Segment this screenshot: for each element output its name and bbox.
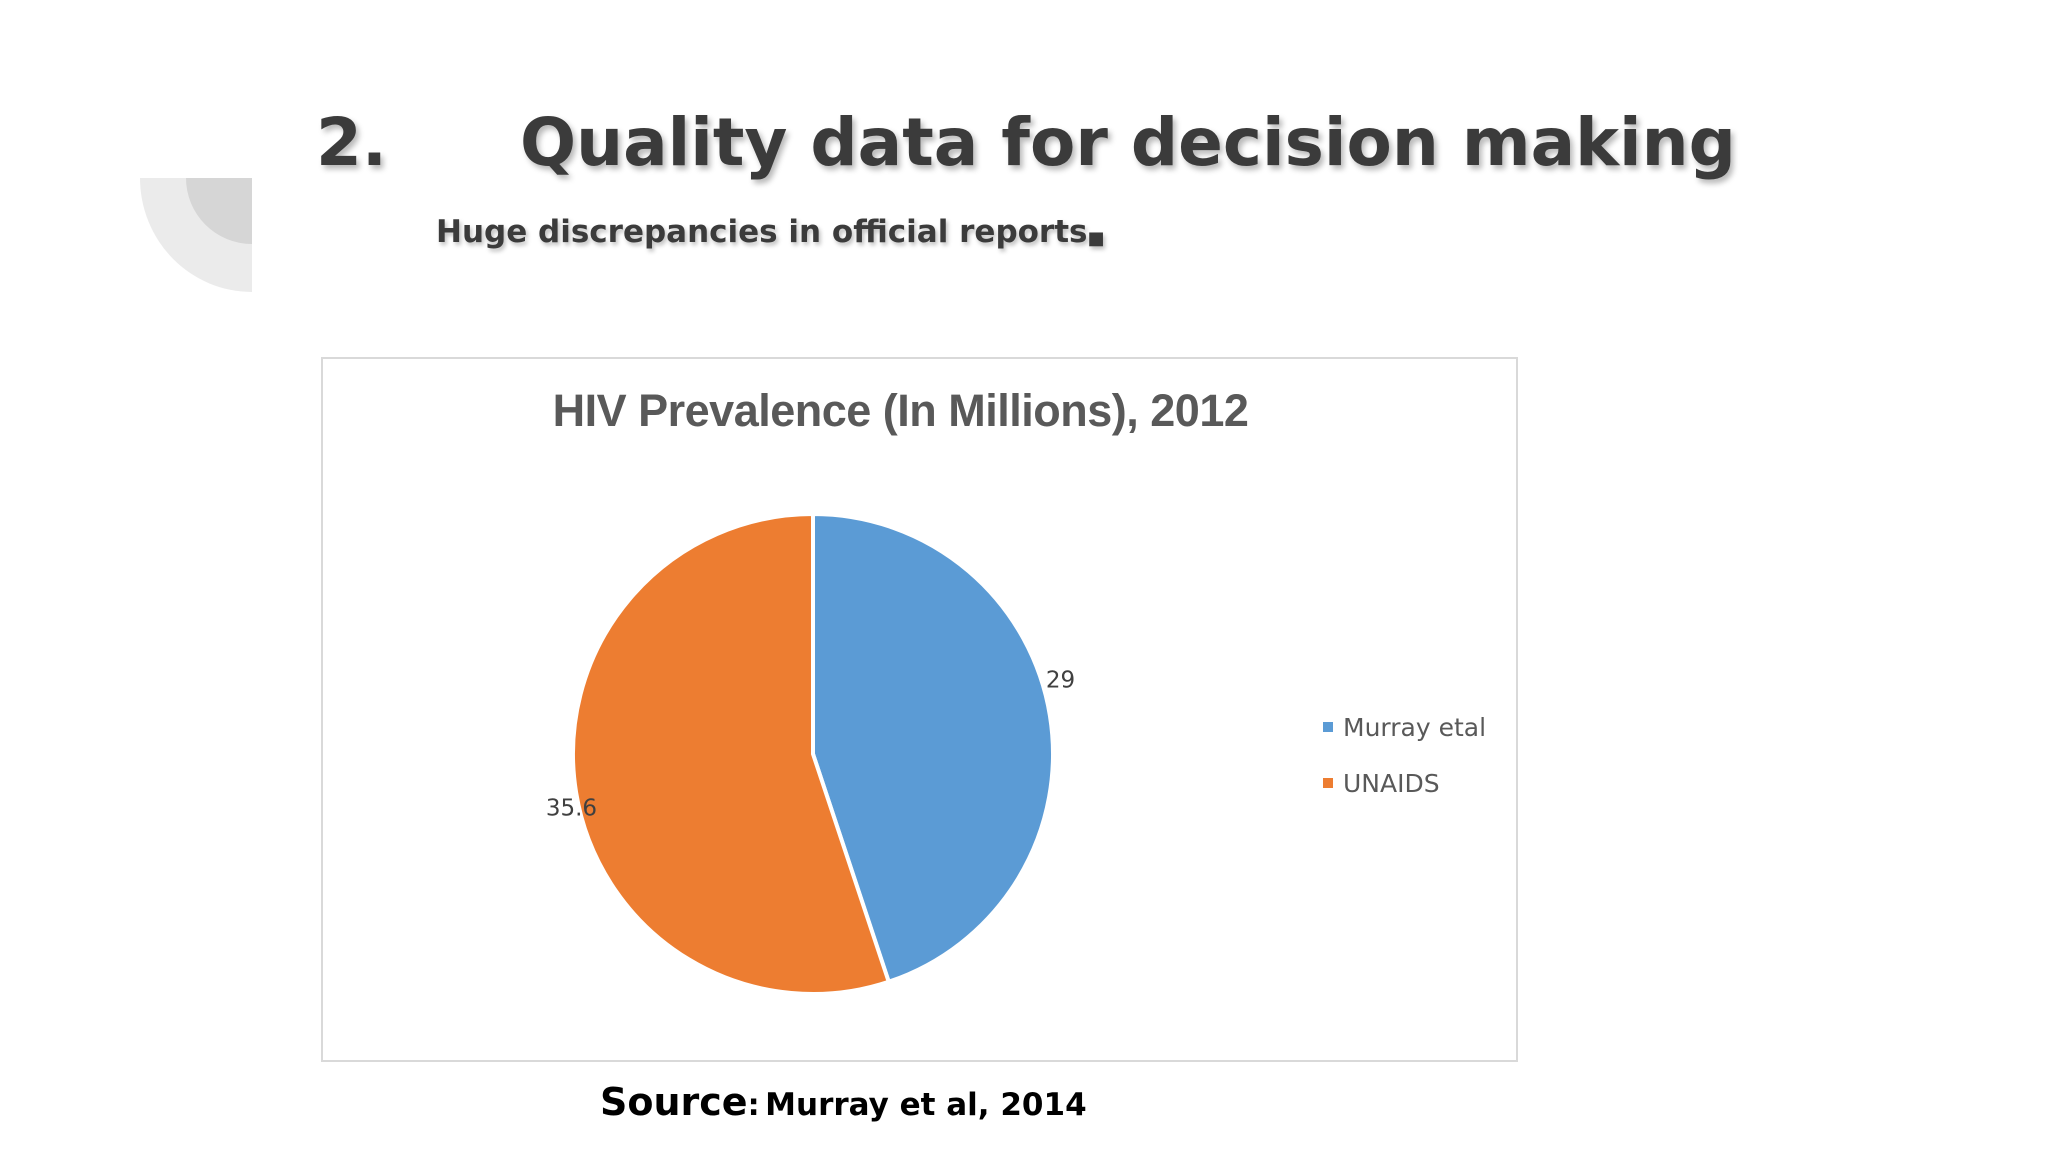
- pie-chart: 29 35.6: [546, 512, 1075, 996]
- source-text: Murray et al, 2014: [765, 1087, 1087, 1123]
- decoration-inner-arc: [186, 178, 252, 244]
- legend-swatch-unaids: [1323, 778, 1333, 788]
- legend-swatch-murray: [1323, 722, 1333, 732]
- legend-item-murray: Murray etal: [1323, 699, 1486, 755]
- source-label: Source: [600, 1080, 748, 1124]
- legend-item-unaids: UNAIDS: [1323, 755, 1486, 811]
- slide-subtitle: Huge discrepancies in official reports■: [436, 214, 1105, 250]
- slide-title: Quality data for decision making: [520, 104, 1736, 181]
- source-citation: Source: Murray et al, 2014: [600, 1080, 1087, 1124]
- chart-legend: Murray etal UNAIDS: [1323, 699, 1486, 811]
- legend-label-murray: Murray etal: [1343, 712, 1487, 742]
- chart-frame: HIV Prevalence (In Millions), 2012 29 35.…: [321, 357, 1518, 1062]
- source-colon: :: [747, 1088, 760, 1123]
- subtitle-text: Huge discrepancies in official reports: [436, 214, 1088, 250]
- slide-heading: 2. Quality data for decision making: [316, 104, 1736, 194]
- subtitle-bullet: ■: [1087, 228, 1105, 249]
- data-label-murray: 29: [1046, 667, 1075, 693]
- decorative-quarter-circle: [140, 178, 252, 292]
- legend-label-unaids: UNAIDS: [1343, 768, 1440, 798]
- pie-slice-murray: [811, 512, 1055, 984]
- chart-title: HIV Prevalence (In Millions), 2012: [552, 385, 1249, 436]
- data-label-unaids: 35.6: [546, 796, 597, 822]
- pie-slice-unaids: [571, 512, 891, 996]
- slide-number: 2.: [316, 104, 387, 181]
